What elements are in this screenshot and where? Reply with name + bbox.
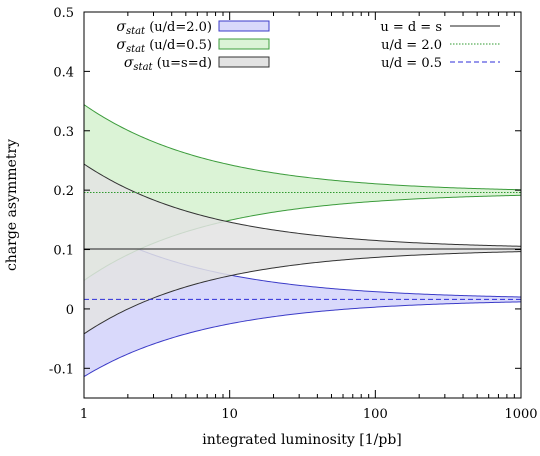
- y-axis-label: charge asymmetry: [4, 139, 20, 271]
- legend-line-label-2: u/d = 0.5: [381, 56, 442, 71]
- legend-band-swatch-2: [218, 56, 270, 68]
- y-tick-label-1: 0: [66, 303, 74, 318]
- y-tick-label-2: 0.1: [53, 244, 74, 259]
- y-tick-label-6: 0.5: [53, 6, 74, 21]
- legend: σstat (u/d=2.0)σstat (u/d=0.5)σstat (u=s…: [116, 19, 500, 73]
- bands-layer: [84, 104, 521, 378]
- x-tick-label-1: 10: [221, 407, 238, 422]
- legend-line-label-1: u/d = 2.0: [381, 38, 442, 53]
- y-tick-label-4: 0.3: [53, 125, 74, 140]
- band-lower-edge-0: [84, 301, 521, 378]
- x-tick-label-2: 100: [363, 407, 388, 422]
- lines-layer: [84, 192, 521, 300]
- band-upper-edge-2: [84, 163, 521, 247]
- plot-frame: [83, 11, 522, 399]
- legend-band-swatch-0: [218, 20, 270, 32]
- band-upper-edge-1: [84, 104, 521, 191]
- y-tick-label-0: -0.1: [49, 362, 74, 377]
- legend-band-label-0: σstat (u/d=2.0): [116, 19, 212, 37]
- y-tick-label-5: 0.4: [53, 65, 74, 80]
- x-axis-label: integrated luminosity [1/pb]: [202, 432, 402, 448]
- x-tick-label-0: 1: [80, 407, 88, 422]
- y-tick-label-3: 0.2: [53, 184, 74, 199]
- legend-band-swatch-1: [218, 38, 270, 50]
- x-tick-label-3: 1000: [504, 407, 537, 422]
- band-fill-1: [84, 104, 521, 281]
- legend-band-label-1: σstat (u/d=0.5): [116, 37, 212, 55]
- band-lower-edge-2: [84, 251, 521, 335]
- ticks-layer: -0.1 0 0.1 0.2 0.3 0.4 0.5 1 10 100 1000: [49, 6, 538, 422]
- legend-band-label-2: σstat (u=s=d): [124, 55, 212, 73]
- legend-line-label-0: u = d = s: [380, 20, 442, 35]
